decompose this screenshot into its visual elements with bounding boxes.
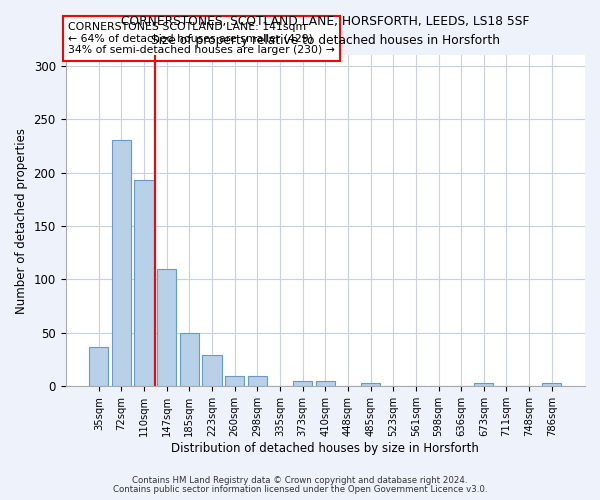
Bar	[180, 333, 199, 386]
Title: CORNERSTONES, SCOTLAND LANE, HORSFORTH, LEEDS, LS18 5SF
Size of property relativ: CORNERSTONES, SCOTLAND LANE, HORSFORTH, …	[121, 15, 529, 47]
Bar	[112, 140, 131, 386]
Bar	[474, 383, 493, 386]
Bar	[89, 347, 109, 387]
Bar	[316, 381, 335, 386]
Bar	[293, 381, 312, 386]
Bar	[157, 269, 176, 386]
X-axis label: Distribution of detached houses by size in Horsforth: Distribution of detached houses by size …	[172, 442, 479, 455]
Y-axis label: Number of detached properties: Number of detached properties	[15, 128, 28, 314]
Text: Contains HM Land Registry data © Crown copyright and database right 2024.: Contains HM Land Registry data © Crown c…	[132, 476, 468, 485]
Bar	[248, 376, 267, 386]
Bar	[134, 180, 154, 386]
Text: Contains public sector information licensed under the Open Government Licence v3: Contains public sector information licen…	[113, 485, 487, 494]
Bar	[202, 356, 221, 386]
Bar	[542, 383, 562, 386]
Bar	[225, 376, 244, 386]
Bar	[361, 383, 380, 386]
Text: CORNERSTONES SCOTLAND LANE: 141sqm
← 64% of detached houses are smaller (429)
34: CORNERSTONES SCOTLAND LANE: 141sqm ← 64%…	[68, 22, 335, 55]
